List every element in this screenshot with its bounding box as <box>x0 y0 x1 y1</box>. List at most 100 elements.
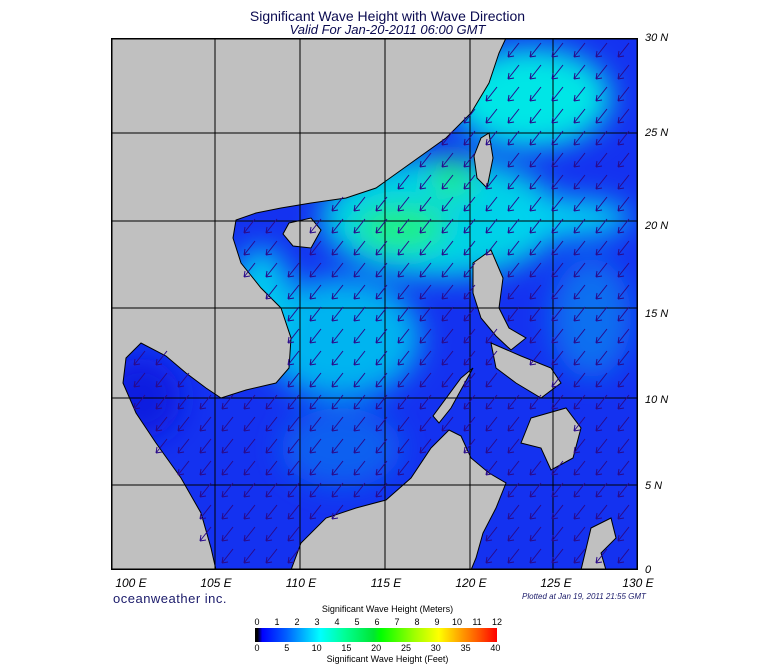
wave-arrow <box>463 394 476 410</box>
lat-label: 15 N <box>645 308 669 320</box>
wave-arrow <box>287 438 300 454</box>
wave-arrow <box>507 130 520 146</box>
palawan <box>432 367 474 424</box>
wave-arrow <box>463 262 476 278</box>
wave-arrow <box>573 152 586 168</box>
wave-arrow <box>529 152 542 168</box>
meters-tick: 6 <box>374 617 380 627</box>
wave-arrow <box>441 130 454 146</box>
wave-arrow <box>221 548 234 564</box>
wave-arrow <box>573 42 586 58</box>
wave-arrow <box>507 284 520 300</box>
wave-arrow <box>155 350 168 366</box>
mindanao <box>520 407 582 471</box>
wave-arrow <box>595 218 608 234</box>
wave-arrow <box>485 130 498 146</box>
wave-arrow <box>353 306 366 322</box>
wave-arrow <box>397 240 410 256</box>
wave-arrow <box>309 504 322 520</box>
wave-arrow <box>617 350 630 366</box>
wave-arrow <box>331 196 344 212</box>
meters-tick: 12 <box>491 617 503 627</box>
wave-arrow <box>397 218 410 234</box>
wave-arrow <box>243 262 256 278</box>
lat-label: 30 N <box>645 32 669 44</box>
wave-arrow <box>375 438 388 454</box>
wave-arrow <box>507 306 520 322</box>
wave-arrow <box>221 394 234 410</box>
wave-arrow <box>551 526 564 542</box>
wave-arrow <box>529 108 542 124</box>
wave-arrow <box>463 174 476 190</box>
wave-arrow <box>617 64 630 80</box>
wave-arrow <box>617 284 630 300</box>
wave-arrow <box>331 218 344 234</box>
wave-arrow <box>309 416 322 432</box>
meters-tick: 3 <box>314 617 320 627</box>
wave-arrow <box>529 284 542 300</box>
wave-arrow <box>551 504 564 520</box>
lon-label: 115 E <box>370 576 402 590</box>
wave-arrow <box>353 460 366 476</box>
wave-arrow <box>287 262 300 278</box>
wave-arrow <box>617 328 630 344</box>
wave-arrow <box>375 416 388 432</box>
hainan <box>282 217 322 249</box>
wave-arrow <box>353 482 366 498</box>
wave-arrow <box>309 438 322 454</box>
wave-arrow <box>463 218 476 234</box>
wave-arrow <box>331 240 344 256</box>
wave-arrow <box>573 438 586 454</box>
wave-arrow <box>265 416 278 432</box>
wave-arrow <box>507 218 520 234</box>
wave-arrow <box>529 262 542 278</box>
wave-arrow <box>243 482 256 498</box>
wave-arrow <box>529 240 542 256</box>
wave-arrow <box>595 64 608 80</box>
wave-arrow <box>375 240 388 256</box>
wave-arrow <box>243 240 256 256</box>
wave-arrow <box>375 306 388 322</box>
wave-arrow <box>287 350 300 366</box>
wave-arrow <box>331 460 344 476</box>
lat-label: 25 N <box>645 127 669 139</box>
wave-arrow <box>397 394 410 410</box>
wave-arrow <box>573 306 586 322</box>
wave-arrow <box>507 42 520 58</box>
wave-arrow <box>463 416 476 432</box>
wave-arrow <box>551 64 564 80</box>
wave-arrow <box>155 416 168 432</box>
wave-arrow <box>573 108 586 124</box>
wave-arrow <box>155 394 168 410</box>
wave-arrow <box>199 504 212 520</box>
wave-arrow <box>617 460 630 476</box>
wave-arrow <box>309 482 322 498</box>
wave-arrow <box>463 328 476 344</box>
wave-arrow <box>331 372 344 388</box>
wave-arrow <box>375 284 388 300</box>
wave-arrow <box>573 64 586 80</box>
wave-arrow <box>397 328 410 344</box>
wave-arrow <box>133 394 146 410</box>
wave-arrow <box>397 438 410 454</box>
wave-arrow <box>595 306 608 322</box>
wave-direction-arrows <box>133 42 630 564</box>
wave-arrow <box>529 42 542 58</box>
wave-arrow <box>375 350 388 366</box>
wave-arrow <box>441 306 454 322</box>
wave-arrow <box>485 350 498 366</box>
wave-arrow <box>551 460 564 476</box>
colorbar-title-feet: Significant Wave Height (Feet) <box>326 654 449 664</box>
wave-arrow <box>551 284 564 300</box>
wave-arrow <box>287 306 300 322</box>
wave-arrow <box>463 152 476 168</box>
wave-arrow <box>331 482 344 498</box>
wave-arrow <box>221 438 234 454</box>
wave-arrow <box>331 306 344 322</box>
wave-arrow <box>573 482 586 498</box>
wave-arrow <box>309 306 322 322</box>
wave-arrow <box>485 218 498 234</box>
wave-arrow <box>265 548 278 564</box>
wave-arrow <box>221 526 234 542</box>
wave-arrow <box>485 460 498 476</box>
